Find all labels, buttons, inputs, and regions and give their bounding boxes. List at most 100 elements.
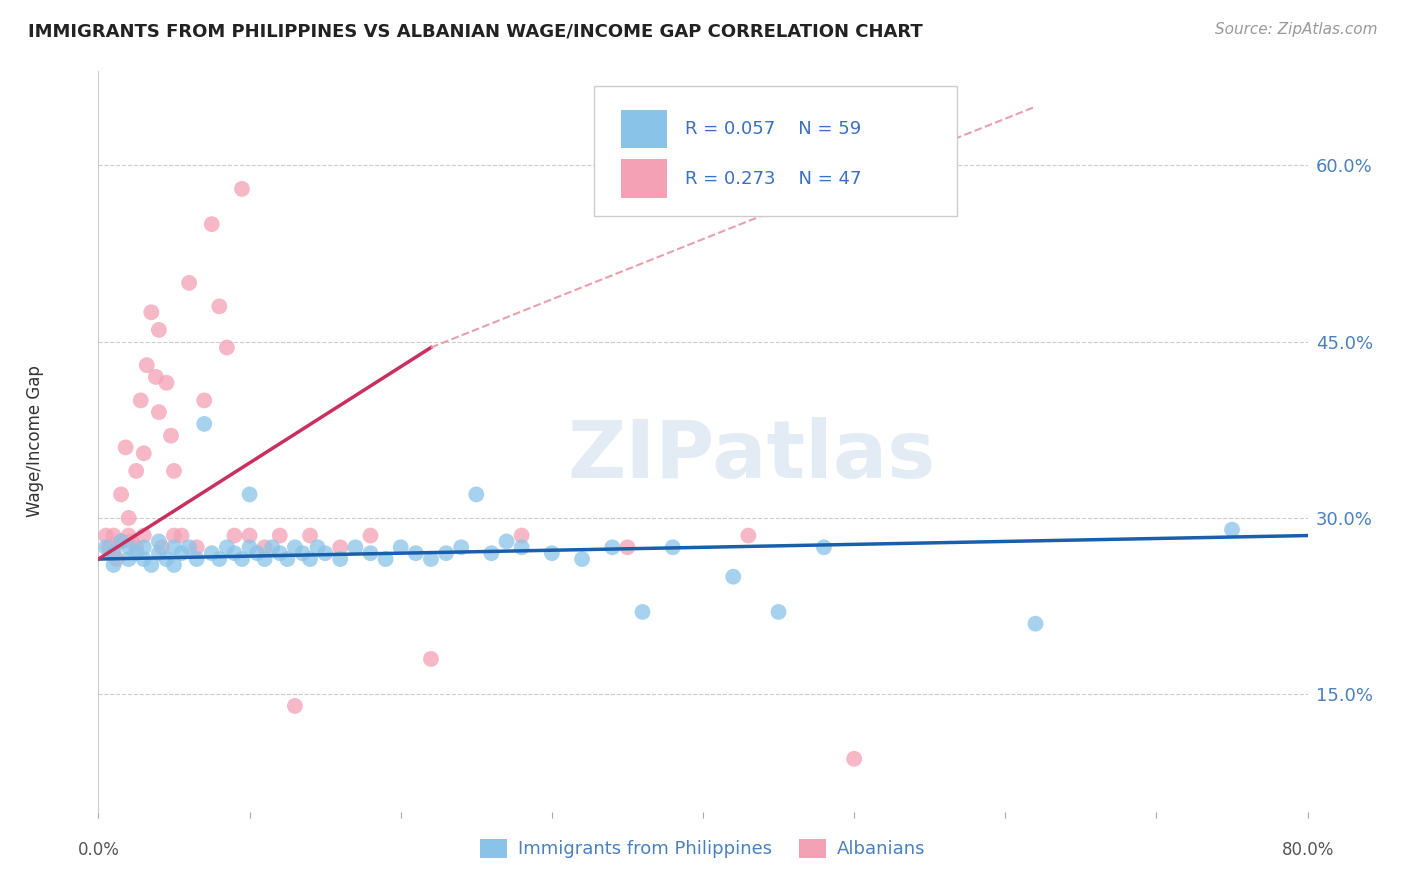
- Point: [420, 552, 443, 566]
- Point: [141, 558, 163, 572]
- Point: [1024, 616, 1046, 631]
- Point: [155, 552, 177, 566]
- Point: [737, 528, 759, 542]
- Point: [186, 552, 208, 566]
- Point: [246, 546, 269, 560]
- Point: [118, 541, 141, 555]
- Point: [201, 217, 224, 231]
- Point: [160, 428, 183, 442]
- Point: [129, 393, 152, 408]
- Point: [253, 552, 276, 566]
- Point: [155, 376, 177, 390]
- Point: [193, 417, 215, 431]
- Point: [121, 534, 143, 549]
- Point: [148, 546, 170, 560]
- Text: Wage/Income Gap: Wage/Income Gap: [25, 366, 44, 517]
- Point: [163, 464, 186, 478]
- Point: [602, 541, 624, 555]
- Point: [98, 541, 121, 555]
- Point: [125, 464, 148, 478]
- Point: [110, 487, 132, 501]
- Bar: [621, 110, 666, 148]
- Point: [224, 546, 246, 560]
- Point: [105, 552, 128, 566]
- Point: [314, 546, 336, 560]
- Legend: Immigrants from Philippines, Albanians: Immigrants from Philippines, Albanians: [472, 831, 934, 865]
- Bar: [621, 160, 666, 198]
- Point: [215, 541, 238, 555]
- Text: IMMIGRANTS FROM PHILIPPINES VS ALBANIAN WAGE/INCOME GAP CORRELATION CHART: IMMIGRANTS FROM PHILIPPINES VS ALBANIAN …: [28, 22, 922, 40]
- Point: [661, 541, 683, 555]
- Point: [231, 552, 253, 566]
- Point: [224, 528, 246, 542]
- Point: [118, 511, 141, 525]
- Point: [420, 652, 443, 666]
- Point: [148, 405, 170, 419]
- FancyBboxPatch shape: [595, 87, 957, 216]
- Point: [389, 541, 412, 555]
- Point: [269, 546, 291, 560]
- Point: [360, 528, 382, 542]
- Point: [616, 541, 638, 555]
- Point: [299, 552, 322, 566]
- Point: [239, 541, 262, 555]
- Point: [132, 552, 155, 566]
- Point: [510, 541, 533, 555]
- Point: [208, 299, 231, 313]
- Point: [239, 528, 262, 542]
- Point: [103, 528, 125, 542]
- Point: [132, 528, 155, 542]
- Point: [262, 541, 284, 555]
- Point: [450, 541, 472, 555]
- Point: [103, 546, 125, 560]
- Point: [186, 541, 208, 555]
- Point: [215, 341, 238, 355]
- Text: Source: ZipAtlas.com: Source: ZipAtlas.com: [1215, 22, 1378, 37]
- Point: [329, 552, 352, 566]
- Point: [163, 541, 186, 555]
- Point: [374, 552, 396, 566]
- Point: [163, 558, 186, 572]
- Point: [132, 541, 155, 555]
- Point: [631, 605, 654, 619]
- Point: [540, 546, 562, 560]
- Point: [844, 752, 866, 766]
- Point: [170, 546, 193, 560]
- Point: [329, 541, 352, 555]
- Point: [208, 552, 231, 566]
- Point: [148, 323, 170, 337]
- Point: [145, 370, 167, 384]
- Point: [299, 528, 322, 542]
- Point: [360, 546, 382, 560]
- Point: [813, 541, 835, 555]
- Point: [94, 528, 117, 542]
- Point: [344, 541, 367, 555]
- Point: [170, 528, 193, 542]
- Point: [768, 605, 790, 619]
- Point: [723, 570, 745, 584]
- Text: R = 0.057    N = 59: R = 0.057 N = 59: [685, 120, 860, 138]
- Point: [163, 528, 186, 542]
- Point: [405, 546, 427, 560]
- Point: [179, 541, 201, 555]
- Point: [150, 541, 173, 555]
- Point: [125, 546, 148, 560]
- Point: [495, 534, 517, 549]
- Point: [141, 305, 163, 319]
- Point: [110, 534, 132, 549]
- Point: [118, 552, 141, 566]
- Text: R = 0.273    N = 47: R = 0.273 N = 47: [685, 169, 862, 187]
- Point: [125, 541, 148, 555]
- Point: [465, 487, 488, 501]
- Point: [269, 528, 291, 542]
- Point: [253, 541, 276, 555]
- Point: [193, 393, 215, 408]
- Point: [284, 698, 307, 713]
- Point: [510, 528, 533, 542]
- Point: [1220, 523, 1243, 537]
- Point: [179, 276, 201, 290]
- Text: ZIPatlas: ZIPatlas: [567, 417, 935, 495]
- Point: [276, 552, 298, 566]
- Point: [284, 541, 307, 555]
- Point: [94, 541, 117, 555]
